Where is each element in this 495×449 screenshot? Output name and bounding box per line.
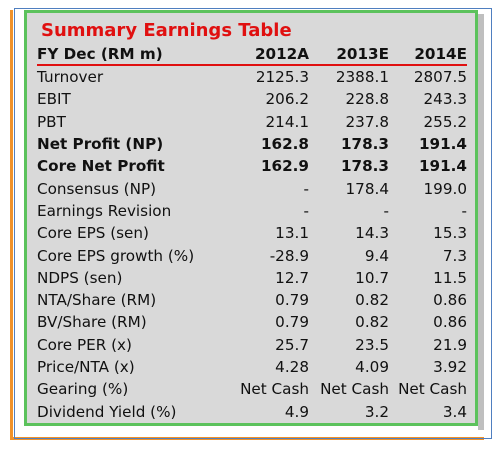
row-value: 214.1 [265, 112, 309, 131]
table-row: EBIT 206.2 228.8 243.3 [37, 88, 467, 110]
blue-frame-border [14, 8, 492, 439]
row-value: 23.5 [355, 335, 389, 354]
row-value: 3.2 [364, 402, 389, 421]
row-value: 13.1 [275, 224, 309, 243]
row-value: 0.82 [355, 291, 389, 310]
row-label: PBT [37, 112, 66, 131]
row-value: - [303, 179, 309, 198]
row-value: 25.7 [275, 335, 309, 354]
row-value: 0.79 [275, 313, 309, 332]
header-row: FY Dec (RM m) 2012A 2013E 2014E [37, 43, 467, 65]
row-value: - [461, 201, 467, 220]
table-title: Summary Earnings Table [41, 20, 292, 41]
row-value: Net Cash [240, 380, 309, 399]
row-value: 12.7 [275, 268, 309, 287]
row-value: 2125.3 [255, 68, 309, 87]
table-row: Gearing (%) Net Cash Net Cash Net Cash [37, 378, 467, 400]
row-value: 0.86 [433, 313, 467, 332]
row-value: 3.4 [442, 402, 467, 421]
row-label: Gearing (%) [37, 380, 129, 399]
header-label: FY Dec (RM m) [37, 44, 163, 63]
table-row: Core EPS growth (%) -28.9 9.4 7.3 [37, 244, 467, 266]
table-row: PBT 214.1 237.8 255.2 [37, 111, 467, 133]
table-row: Core EPS (sen) 13.1 14.3 15.3 [37, 222, 467, 244]
row-value: - [383, 201, 389, 220]
frame-shadow [478, 14, 484, 430]
table-row: Core PER (x) 25.7 23.5 21.9 [37, 334, 467, 356]
earnings-table-panel: Summary Earnings Table FY Dec (RM m) 201… [24, 10, 478, 426]
header-year: 2012A [254, 44, 309, 63]
table-row: NTA/Share (RM) 0.79 0.82 0.86 [37, 289, 467, 311]
table-row: Turnover 2125.3 2388.1 2807.5 [37, 65, 467, 88]
row-value: 243.3 [423, 90, 467, 109]
row-value: 9.4 [364, 246, 389, 265]
row-value: 10.7 [355, 268, 389, 287]
row-value: 4.09 [355, 358, 389, 376]
row-label: Earnings Revision [37, 201, 172, 220]
row-value: 162.9 [260, 157, 309, 176]
table-row: NDPS (sen) 12.7 10.7 11.5 [37, 267, 467, 289]
row-value: 4.9 [284, 402, 309, 421]
row-value: Net Cash [320, 380, 389, 399]
row-value: 191.4 [418, 157, 467, 176]
row-label: NDPS (sen) [37, 268, 123, 287]
row-value: 15.3 [433, 224, 467, 243]
table-row: Price/NTA (x) 4.28 4.09 3.92 [37, 356, 467, 378]
row-label: Core EPS growth (%) [37, 246, 195, 265]
row-value: 14.3 [355, 224, 389, 243]
row-label: Dividend Yield (%) [37, 402, 177, 421]
table-row: Earnings Revision - - - [37, 200, 467, 222]
row-value: 2388.1 [335, 68, 389, 87]
row-label: Core Net Profit [37, 157, 165, 176]
row-label: Consensus (NP) [37, 179, 157, 198]
row-value: 255.2 [423, 112, 467, 131]
table-row: BV/Share (RM) 0.79 0.82 0.86 [37, 311, 467, 333]
row-value: 199.0 [423, 179, 467, 198]
row-value: 2807.5 [413, 68, 467, 87]
row-value: 7.3 [442, 246, 467, 265]
row-value: Net Cash [398, 380, 467, 399]
row-value: 206.2 [265, 90, 309, 109]
row-label: Core EPS (sen) [37, 224, 149, 243]
row-value: 237.8 [345, 112, 389, 131]
row-value: -28.9 [269, 246, 309, 265]
table-row: Dividend Yield (%) 4.9 3.2 3.4 [37, 400, 467, 422]
row-label: NTA/Share (RM) [37, 291, 157, 310]
row-value: 178.3 [340, 157, 389, 176]
row-value: 4.28 [275, 358, 309, 376]
header-year: 2014E [414, 44, 467, 63]
row-value: 0.86 [433, 291, 467, 310]
row-label: Core PER (x) [37, 335, 132, 354]
row-value: - [303, 201, 309, 220]
table-row: Core Net Profit 162.9 178.3 191.4 [37, 155, 467, 177]
header-year: 2013E [336, 44, 389, 63]
row-value: 0.82 [355, 313, 389, 332]
table-row: Consensus (NP) - 178.4 199.0 [37, 177, 467, 199]
row-value: 178.4 [345, 179, 389, 198]
row-value: 228.8 [345, 90, 389, 109]
table-row: Net Profit (NP) 162.8 178.3 191.4 [37, 133, 467, 155]
row-value: 3.92 [433, 358, 467, 376]
row-label: Net Profit (NP) [37, 135, 164, 154]
row-label: BV/Share (RM) [37, 313, 147, 332]
row-label: Price/NTA (x) [37, 358, 135, 376]
row-value: 0.79 [275, 291, 309, 310]
row-label: Turnover [37, 68, 104, 87]
row-value: 21.9 [433, 335, 467, 354]
row-value: 162.8 [260, 135, 309, 154]
row-value: 178.3 [340, 135, 389, 154]
summary-earnings-table: FY Dec (RM m) 2012A 2013E 2014E Turnover… [37, 43, 467, 423]
row-value: 11.5 [433, 268, 467, 287]
row-label: EBIT [37, 90, 71, 109]
row-value: 191.4 [418, 135, 467, 154]
